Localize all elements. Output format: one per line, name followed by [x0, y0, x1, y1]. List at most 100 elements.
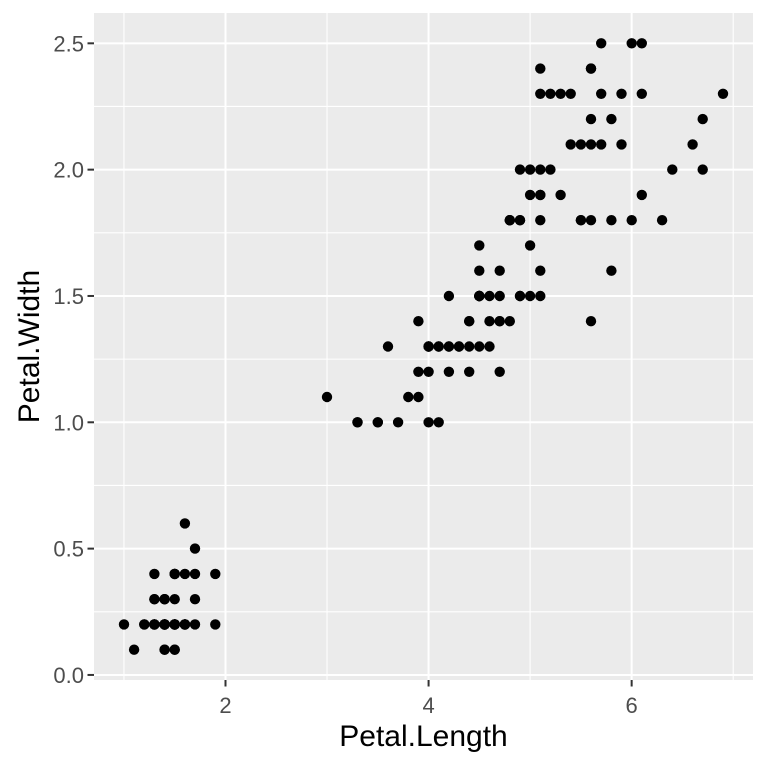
scatter-point: [504, 215, 515, 226]
scatter-point: [464, 341, 475, 352]
scatter-point: [697, 113, 708, 125]
y-axis-title: Petal.Width: [13, 270, 46, 423]
scatter-point: [717, 88, 729, 100]
scatter-point: [149, 619, 160, 630]
scatter-point: [687, 139, 698, 150]
scatter-point: [545, 164, 556, 175]
scatter-point: [443, 290, 455, 302]
scatter-point: [535, 63, 546, 74]
scatter-point: [464, 316, 475, 327]
x-tick-label: 2: [219, 693, 231, 718]
scatter-point: [494, 265, 505, 276]
scatter-point: [484, 316, 495, 327]
scatter-point: [636, 189, 647, 201]
x-tick-label: 4: [422, 693, 434, 718]
scatter-point: [443, 366, 455, 377]
scatter-point: [179, 518, 191, 529]
scatter-point: [413, 366, 424, 377]
scatter-point: [474, 240, 485, 251]
scatter-point: [606, 215, 617, 226]
scatter-point: [697, 164, 708, 175]
scatter-point: [382, 341, 394, 352]
scatter-point: [667, 164, 678, 175]
scatter-point: [474, 290, 485, 302]
scatter-point: [484, 341, 495, 352]
scatter-point: [149, 594, 160, 605]
y-tick-label: 2.5: [53, 31, 84, 56]
x-tick-label: 6: [626, 693, 638, 718]
scatter-point: [403, 391, 414, 403]
scatter-point: [545, 88, 556, 100]
scatter-point: [179, 568, 191, 580]
scatter-point: [210, 619, 221, 630]
scatter-point: [474, 265, 485, 276]
scatter-point: [585, 215, 597, 226]
y-tick-label: 1.5: [53, 284, 84, 309]
scatter-point: [626, 215, 637, 226]
scatter-point: [139, 619, 150, 630]
scatter-point: [636, 38, 647, 49]
scatter-point: [514, 164, 526, 175]
scatter-point: [616, 139, 627, 150]
scatter-point: [169, 594, 180, 605]
scatter-point: [464, 366, 475, 377]
scatter-point: [169, 644, 180, 655]
scatter-point: [321, 391, 333, 403]
scatter-point: [606, 265, 617, 276]
scatter-point: [575, 139, 587, 150]
scatter-point: [443, 341, 455, 352]
scatter-point: [494, 316, 505, 327]
scatter-point: [169, 619, 180, 630]
scatter-point: [159, 644, 170, 655]
scatter-point: [535, 265, 546, 276]
scatter-point: [555, 88, 566, 100]
scatter-point: [433, 341, 444, 352]
scatter-point: [189, 619, 201, 630]
scatter-point: [504, 316, 515, 327]
scatter-point: [433, 417, 444, 428]
scatter-point: [596, 139, 607, 150]
scatter-point: [535, 215, 546, 226]
scatter-point: [514, 290, 526, 302]
scatter-point: [535, 189, 546, 201]
scatter-point: [423, 341, 434, 352]
scatter-point: [149, 568, 160, 580]
plot-area: 2 4 6 0.0 0.5 1.0 1.5 2.0 2.5: [53, 13, 753, 718]
scatter-point: [423, 417, 434, 428]
scatter-point: [535, 164, 546, 175]
scatter-point: [453, 341, 465, 352]
scatter-point: [169, 568, 180, 580]
scatter-point: [636, 88, 647, 100]
scatter-point: [606, 113, 617, 125]
x-axis-title: Petal.Length: [339, 720, 507, 753]
scatter-point: [494, 366, 505, 377]
scatter-point: [159, 619, 170, 630]
scatter-point: [189, 568, 201, 580]
scatter-point: [524, 240, 536, 251]
scatter-point: [565, 88, 576, 100]
scatter-point: [585, 316, 597, 327]
scatter-point: [524, 290, 536, 302]
scatter-point: [352, 417, 363, 428]
scatter-point: [535, 290, 546, 302]
scatter-point: [524, 189, 536, 201]
scatter-point: [555, 189, 566, 201]
scatter-point: [514, 215, 526, 226]
scatter-point: [585, 139, 597, 150]
y-tick-label: 1.0: [53, 410, 84, 435]
scatter-point: [494, 290, 505, 302]
scatter-point: [189, 543, 201, 554]
scatter-point: [565, 139, 576, 150]
scatter-point: [413, 391, 424, 403]
scatter-point: [159, 594, 170, 605]
scatter-point: [210, 568, 221, 580]
scatter-point: [392, 417, 404, 428]
y-tick-label: 0.0: [53, 663, 84, 688]
scatter-point: [413, 316, 424, 327]
scatter-point: [656, 215, 668, 226]
scatter-point: [423, 366, 434, 377]
y-tick-label: 0.5: [53, 537, 84, 562]
scatter-point: [372, 417, 383, 428]
